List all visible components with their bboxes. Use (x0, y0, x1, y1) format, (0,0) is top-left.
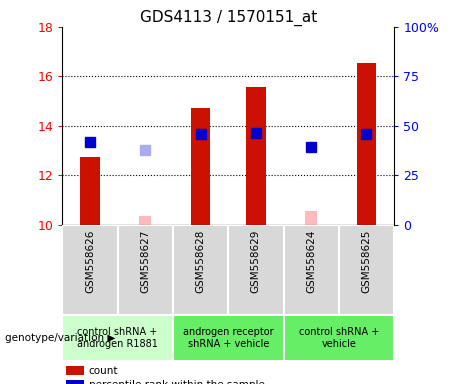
Bar (62, 225, 118, 315)
Text: genotype/variation ▶: genotype/variation ▶ (5, 333, 115, 343)
Text: control shRNA +
androgen R1881: control shRNA + androgen R1881 (77, 327, 158, 349)
Text: percentile rank within the sample: percentile rank within the sample (89, 380, 265, 384)
Bar (357, 63, 376, 225)
Text: GSM558627: GSM558627 (140, 229, 150, 293)
Bar (246, 88, 266, 225)
Text: GSM558625: GSM558625 (361, 229, 372, 293)
Text: GSM558624: GSM558624 (306, 229, 316, 293)
Bar (173, 315, 284, 361)
Bar (305, 211, 317, 225)
Bar (62, 315, 173, 361)
Bar (139, 216, 151, 225)
Bar (339, 225, 394, 315)
Bar (191, 108, 210, 225)
Text: GSM558626: GSM558626 (85, 229, 95, 293)
Bar (80, 157, 100, 225)
Bar (284, 225, 339, 315)
Text: androgen receptor
shRNA + vehicle: androgen receptor shRNA + vehicle (183, 327, 273, 349)
Bar (65, 381, 84, 384)
Text: count: count (89, 366, 118, 376)
Bar (228, 225, 284, 315)
Bar (118, 225, 173, 315)
Text: control shRNA +
vehicle: control shRNA + vehicle (299, 327, 379, 349)
Bar (65, 366, 84, 375)
Text: GSM558629: GSM558629 (251, 229, 261, 293)
Bar (284, 315, 394, 361)
Bar (173, 225, 228, 315)
Text: GSM558628: GSM558628 (195, 229, 206, 293)
Title: GDS4113 / 1570151_at: GDS4113 / 1570151_at (140, 9, 317, 25)
